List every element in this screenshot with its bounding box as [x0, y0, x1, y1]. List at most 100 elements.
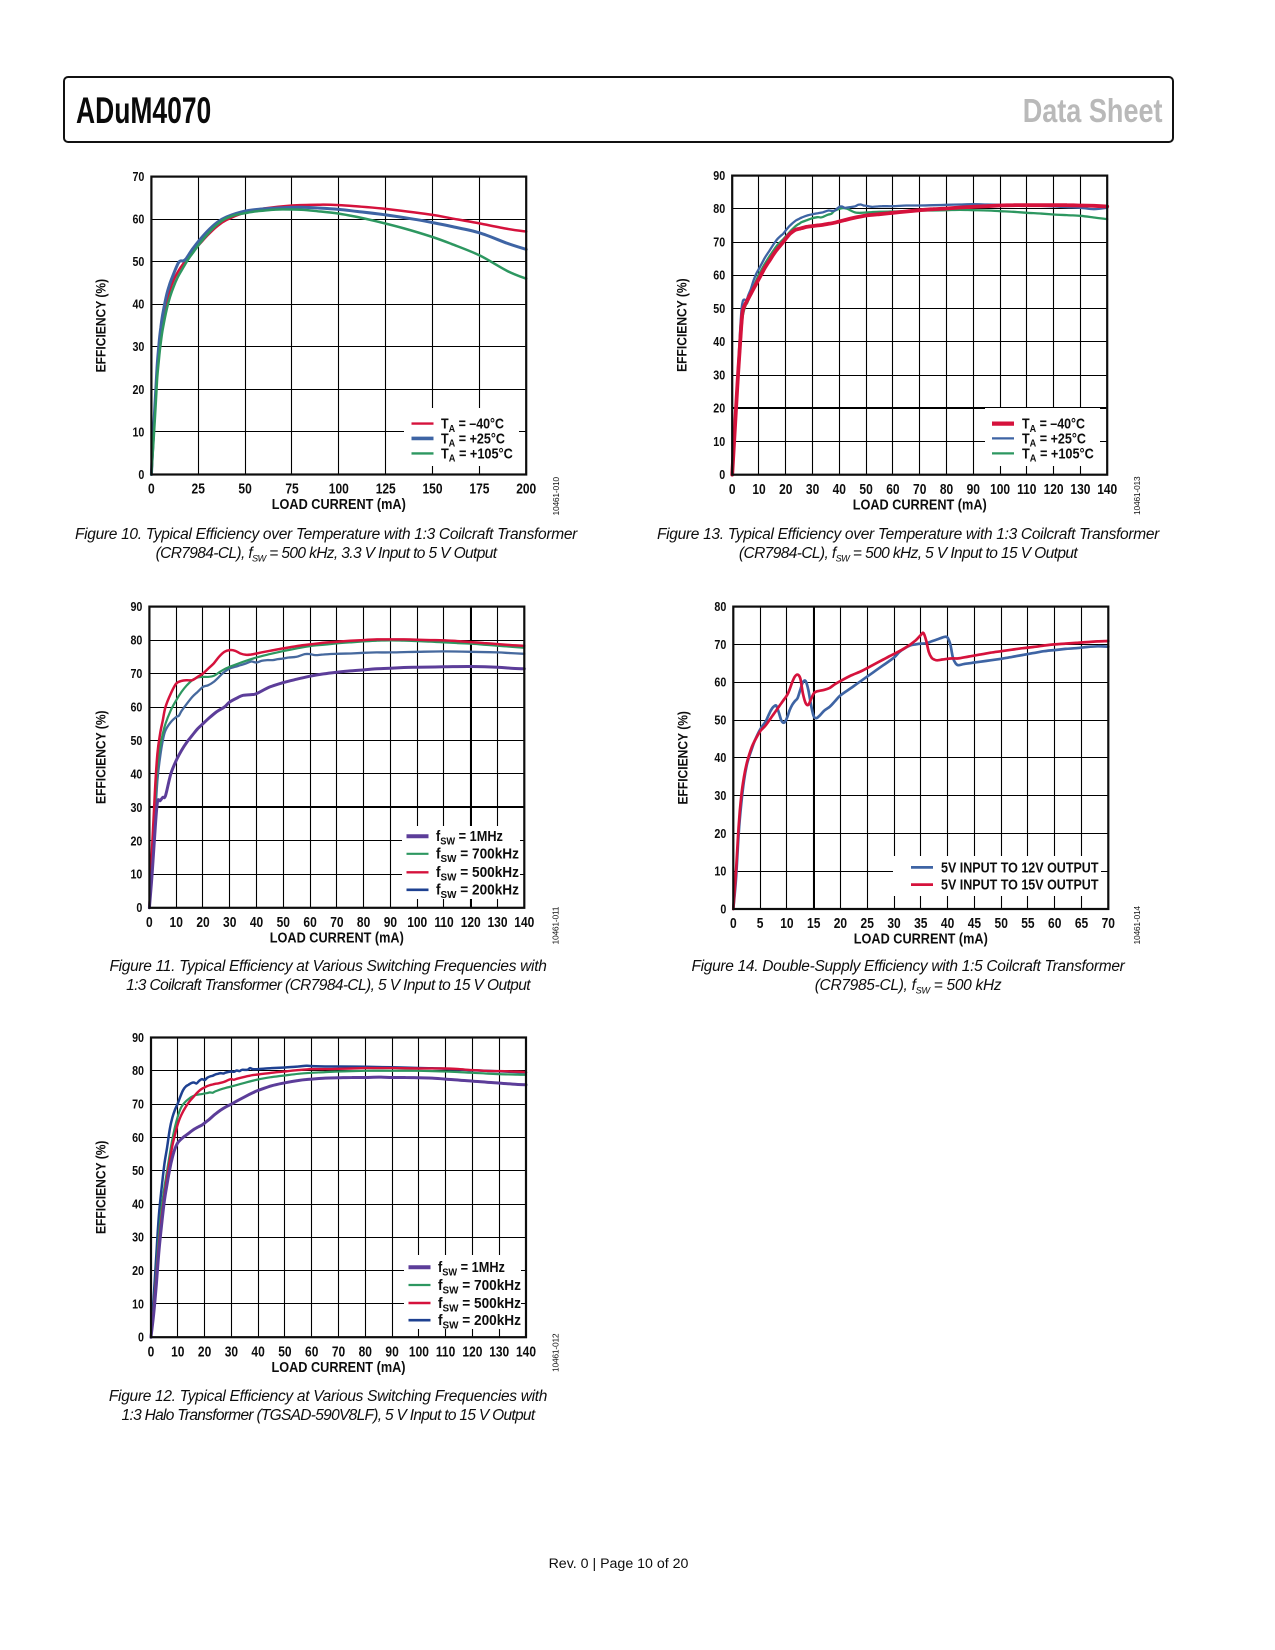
svg-text:fSW = 500kHz: fSW = 500kHz	[436, 864, 519, 884]
svg-text:25: 25	[861, 915, 874, 931]
svg-text:110: 110	[436, 1343, 455, 1359]
svg-text:TA = +105°C: TA = +105°C	[441, 446, 513, 465]
svg-text:10: 10	[132, 1298, 144, 1312]
svg-text:70: 70	[913, 481, 926, 497]
svg-text:30: 30	[713, 369, 725, 383]
svg-text:120: 120	[462, 1343, 482, 1359]
svg-text:90: 90	[967, 481, 980, 497]
svg-text:EFFICIENCY (%): EFFICIENCY (%)	[94, 279, 109, 373]
svg-text:70: 70	[132, 1098, 144, 1112]
svg-text:55: 55	[1021, 915, 1034, 931]
svg-text:60: 60	[886, 481, 899, 497]
svg-text:80: 80	[713, 202, 725, 216]
svg-text:10: 10	[170, 914, 183, 930]
svg-text:110: 110	[1017, 481, 1036, 497]
svg-text:0: 0	[729, 481, 736, 497]
svg-text:30: 30	[714, 789, 726, 803]
svg-text:75: 75	[285, 481, 298, 497]
svg-text:fSW = 700kHz: fSW = 700kHz	[438, 1277, 521, 1297]
svg-text:10461-013: 10461-013	[1132, 476, 1142, 515]
svg-text:10461-011: 10461-011	[551, 906, 561, 944]
svg-text:90: 90	[385, 1343, 398, 1359]
svg-text:EFFICIENCY (%): EFFICIENCY (%)	[94, 710, 109, 804]
svg-text:70: 70	[330, 914, 343, 930]
svg-text:60: 60	[305, 1343, 318, 1359]
svg-text:20: 20	[834, 915, 847, 931]
svg-text:10: 10	[132, 426, 144, 440]
svg-text:0: 0	[148, 1343, 155, 1359]
svg-text:10: 10	[752, 481, 765, 497]
svg-text:130: 130	[487, 914, 507, 930]
svg-text:20: 20	[130, 835, 142, 849]
svg-text:40: 40	[132, 298, 144, 312]
svg-text:40: 40	[941, 915, 954, 931]
svg-text:0: 0	[136, 901, 142, 915]
svg-text:30: 30	[223, 914, 236, 930]
svg-text:140: 140	[514, 914, 534, 930]
svg-text:10: 10	[714, 865, 726, 879]
svg-text:100: 100	[409, 1343, 429, 1359]
svg-text:10: 10	[171, 1343, 184, 1359]
svg-text:20: 20	[198, 1343, 211, 1359]
svg-text:0: 0	[148, 481, 155, 497]
svg-text:fSW = 500kHz: fSW = 500kHz	[438, 1295, 521, 1315]
svg-text:40: 40	[250, 914, 263, 930]
svg-text:25: 25	[192, 481, 205, 497]
svg-text:50: 50	[713, 302, 725, 316]
svg-text:20: 20	[132, 1264, 144, 1278]
svg-text:30: 30	[887, 915, 900, 931]
svg-text:45: 45	[968, 915, 981, 931]
svg-text:50: 50	[132, 1164, 144, 1178]
svg-text:60: 60	[713, 269, 725, 283]
svg-text:fSW = 700kHz: fSW = 700kHz	[436, 845, 519, 865]
svg-text:40: 40	[713, 335, 725, 349]
svg-text:20: 20	[196, 914, 209, 930]
svg-text:60: 60	[132, 1131, 144, 1145]
svg-text:110: 110	[434, 914, 453, 930]
svg-text:40: 40	[130, 768, 142, 782]
svg-text:70: 70	[714, 638, 726, 652]
svg-text:90: 90	[713, 169, 725, 183]
svg-text:15: 15	[807, 915, 820, 931]
svg-text:50: 50	[714, 714, 726, 728]
svg-text:60: 60	[130, 701, 142, 715]
svg-text:60: 60	[714, 676, 726, 690]
svg-text:65: 65	[1075, 915, 1088, 931]
svg-text:TA = –40°C: TA = –40°C	[441, 416, 504, 435]
svg-text:40: 40	[714, 751, 726, 765]
svg-text:50: 50	[132, 255, 144, 269]
svg-text:50: 50	[130, 734, 142, 748]
svg-text:35: 35	[914, 915, 927, 931]
svg-text:LOAD CURRENT (mA): LOAD CURRENT (mA)	[272, 496, 406, 512]
svg-text:10461-014: 10461-014	[1132, 906, 1142, 945]
svg-text:80: 80	[359, 1343, 372, 1359]
svg-text:90: 90	[132, 1031, 144, 1045]
svg-text:fSW = 200kHz: fSW = 200kHz	[438, 1312, 521, 1332]
svg-text:150: 150	[422, 481, 442, 497]
svg-text:LOAD CURRENT (mA): LOAD CURRENT (mA)	[854, 931, 988, 947]
svg-text:0: 0	[138, 1331, 144, 1345]
svg-text:LOAD CURRENT (mA): LOAD CURRENT (mA)	[853, 497, 987, 513]
svg-text:130: 130	[489, 1343, 509, 1359]
svg-text:5V INPUT TO 12V OUTPUT: 5V INPUT TO 12V OUTPUT	[941, 859, 1099, 875]
svg-text:5V INPUT TO 15V OUTPUT: 5V INPUT TO 15V OUTPUT	[941, 877, 1099, 893]
svg-text:70: 70	[332, 1343, 345, 1359]
svg-text:50: 50	[277, 914, 290, 930]
svg-text:LOAD CURRENT (mA): LOAD CURRENT (mA)	[272, 1359, 406, 1375]
svg-text:EFFICIENCY (%): EFFICIENCY (%)	[94, 1141, 109, 1235]
svg-text:20: 20	[713, 402, 725, 416]
svg-text:80: 80	[714, 600, 726, 614]
svg-text:0: 0	[138, 468, 144, 482]
svg-text:EFFICIENCY (%): EFFICIENCY (%)	[676, 711, 691, 805]
svg-text:100: 100	[329, 481, 349, 497]
svg-text:130: 130	[1070, 481, 1090, 497]
svg-text:fSW = 200kHz: fSW = 200kHz	[436, 881, 519, 901]
svg-text:30: 30	[130, 801, 142, 815]
svg-text:120: 120	[461, 914, 481, 930]
svg-text:20: 20	[779, 481, 792, 497]
svg-text:30: 30	[806, 481, 819, 497]
svg-text:50: 50	[278, 1343, 291, 1359]
svg-text:LOAD CURRENT (mA): LOAD CURRENT (mA)	[270, 930, 404, 946]
svg-text:40: 40	[833, 481, 846, 497]
svg-text:TA = +25°C: TA = +25°C	[1022, 430, 1086, 449]
